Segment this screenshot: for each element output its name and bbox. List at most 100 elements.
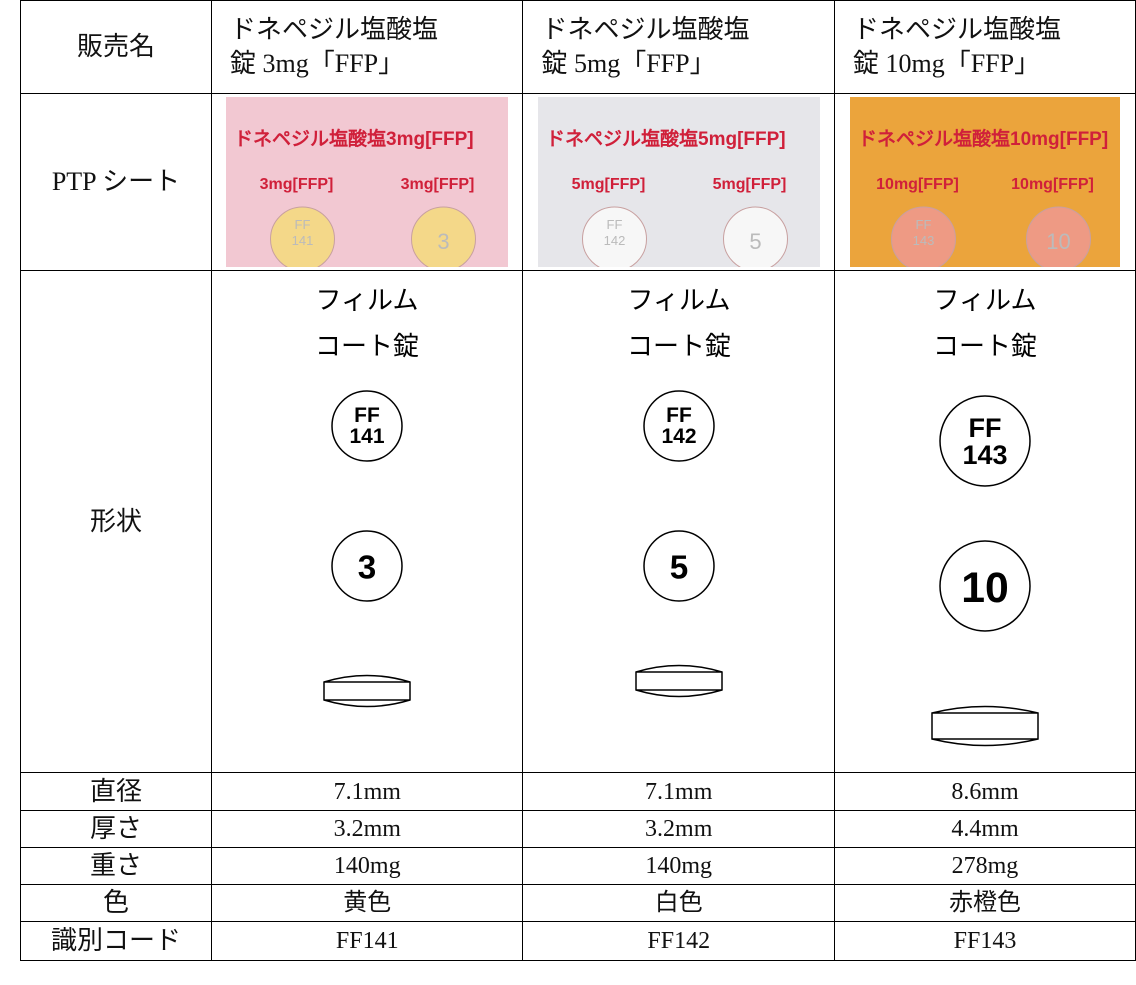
table-row: 形状 フィルム コート錠 FF 141 3 フィルム コート錠 FF 142 5 フィルム コート錠 FF… — [20, 270, 1136, 773]
ptp-sheet: ドネペジル塩酸塩3mg[FFP] 3mg[FFP] FF141 3mg[FFP] 3 — [226, 97, 509, 267]
shape-form: フィルム — [316, 286, 419, 315]
tablet-front — [642, 390, 715, 462]
front-engraving: 141 — [350, 425, 385, 448]
value-cell: 140mg — [522, 847, 835, 885]
pill — [1025, 206, 1091, 267]
value-cell: 3.2mm — [522, 810, 835, 848]
ptp-title: ドネペジル塩酸塩3mg[FFP] — [234, 127, 474, 150]
row-label-text: 直径 — [89, 776, 142, 806]
pill — [270, 206, 336, 267]
tablet-side — [634, 664, 723, 698]
tablet-back — [642, 530, 715, 602]
row-label: 販売名 — [20, 0, 212, 94]
value-cell: 140mg — [210, 847, 524, 885]
row-label-text: 色 — [102, 888, 129, 918]
row-label-text: 販売名 — [76, 32, 155, 62]
shape-cell: フィルム コート錠 FF 142 5 — [522, 270, 835, 773]
tablet-front — [939, 395, 1031, 487]
row-label-text: 厚さ — [89, 814, 142, 844]
spec-table: 販売名 ドネペジル塩酸塩錠 3mg「FFP」 ドネペジル塩酸塩錠 5mg「FFP」ド… — [20, 0, 1136, 961]
pill-imprint: FF — [606, 217, 622, 232]
color: 赤橙色 — [948, 890, 1021, 916]
value-cell: FF141 — [210, 921, 524, 961]
diameter: 7.1mm — [645, 778, 713, 805]
product-name: ドネペジル塩酸塩錠 5mg「FFP」 — [522, 0, 835, 94]
tablet-side — [931, 705, 1039, 747]
table-row: 販売名 ドネペジル塩酸塩錠 3mg「FFP」 ドネペジル塩酸塩錠 5mg「FFP」ド… — [20, 0, 1136, 94]
value-cell: FF143 — [833, 921, 1136, 961]
value-cell: 7.1mm — [522, 772, 835, 811]
row-label: 厚さ — [20, 810, 212, 848]
diameter: 8.6mm — [951, 778, 1019, 805]
row-label-text: 形状 — [89, 506, 142, 536]
shape-cell: フィルム コート錠 FF 141 3 — [210, 270, 524, 773]
row-label-text: 識別コード — [50, 926, 181, 956]
weight: 140mg — [645, 853, 713, 879]
ptp-title: ドネペジル塩酸塩10mg[FFP] — [858, 127, 1108, 150]
ptp-tab: 3mg[FFP] — [260, 176, 334, 193]
ptp-tab: 10mg[FFP] — [876, 176, 959, 193]
shape-form: コート錠 — [933, 332, 1037, 361]
shape-cell: フィルムコート錠 FF 143 10 — [833, 270, 1136, 773]
ptp-tab: 5mg[FFP] — [712, 176, 786, 193]
row-label: 重さ — [20, 847, 212, 885]
value-cell: 3.2mm — [210, 810, 524, 848]
thickness: 3.2mm — [333, 816, 401, 842]
color: 黄色 — [343, 890, 392, 916]
value-cell: 赤橙色 — [833, 884, 1136, 922]
pill-imprint: 141 — [292, 233, 314, 248]
name-line: 錠 5mg「FFP」 — [541, 49, 716, 78]
name-line: ドネペジル塩酸塩 — [230, 15, 439, 45]
ptp-sheet: ドネペジル塩酸塩10mg[FFP] 10mg[FFP] FF143 10mg[FFP]… — [849, 97, 1120, 267]
ptp-cell: ドネペジル塩酸塩5mg[FFP] 5mg[FFP] FF 142 5mg[FFP] 5 — [522, 93, 835, 271]
shape-form: コート錠 — [627, 332, 731, 361]
ptp-cell: ドネペジル塩酸塩3mg[FFP] 3mg[FFP] FF 141 3mg[FFP] 3 — [210, 93, 524, 271]
value-cell: FF142 — [522, 921, 835, 961]
color: 白色 — [654, 890, 703, 916]
row-label: PTP シート — [20, 93, 212, 271]
name-line: 錠 10mg「FFP」 — [852, 49, 1041, 78]
table-row: 厚さ 3.2mm 3.2mm 4.4mm — [20, 810, 1136, 848]
weight: 278mg — [951, 853, 1019, 879]
row-label: 直径 — [20, 772, 212, 811]
front-engraving: FF — [354, 404, 380, 427]
ptp-title: ドネペジル塩酸塩5mg[FFP] — [546, 127, 786, 150]
table-row: 直径 7.1mm 7.1mm 8.6mm — [20, 772, 1136, 811]
row-label-text: 重さ — [89, 851, 142, 881]
ptp-sheet: ドネペジル塩酸塩5mg[FFP] 5mg[FFP] FF142 5mg[FFP] 5 — [537, 97, 820, 267]
name-line: ドネペジル塩酸塩 — [541, 15, 750, 45]
value-cell: 7.1mm — [210, 772, 524, 811]
ptp-tab: 10mg[FFP] — [1011, 176, 1094, 193]
row-label-text: PTP シート — [51, 167, 181, 197]
pill-imprint: FF — [295, 217, 311, 232]
code: FF142 — [647, 928, 711, 954]
front-engraving: FF — [968, 413, 1001, 443]
thickness: 3.2mm — [645, 816, 713, 842]
value-cell: 白色 — [522, 884, 835, 922]
value-cell: 黄色 — [210, 884, 524, 922]
table-row: 色 黄色 白色 赤橙色 — [20, 884, 1136, 922]
pill-imprint: 142 — [603, 233, 625, 248]
front-engraving: 143 — [962, 440, 1007, 470]
code: FF141 — [335, 928, 399, 954]
value-cell: 278mg — [833, 847, 1136, 885]
weight: 140mg — [333, 853, 401, 879]
value-cell: 8.6mm — [833, 772, 1136, 811]
diameter: 7.1mm — [333, 778, 401, 805]
pill — [722, 206, 788, 267]
row-label: 識別コード — [20, 921, 212, 961]
name-line: ドネペジル塩酸塩 — [852, 15, 1061, 45]
ptp-tab: 5mg[FFP] — [571, 176, 645, 193]
back-engraving: 10 — [961, 564, 1009, 612]
product-name: ドネペジル塩酸塩錠 10mg「FFP」 — [833, 0, 1136, 94]
shape-form: フィルム — [934, 286, 1037, 315]
back-engraving: 3 — [358, 549, 377, 586]
front-engraving: FF — [666, 404, 692, 427]
tablet-side — [323, 674, 411, 708]
front-engraving: 142 — [661, 425, 696, 448]
code: FF143 — [953, 928, 1017, 954]
thickness: 4.4mm — [951, 816, 1019, 842]
ptp-cell: ドネペジル塩酸塩10mg[FFP] 10mg[FFP] FF 143 10mg[FFP]… — [833, 93, 1136, 271]
